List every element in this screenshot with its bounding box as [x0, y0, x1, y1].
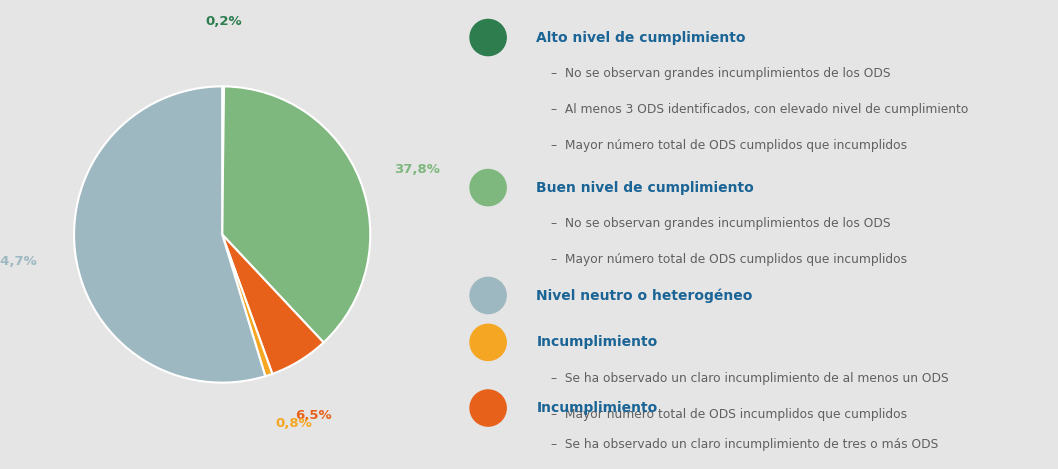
Text: –  No se observan grandes incumplimientos de los ODS: – No se observan grandes incumplimientos…: [551, 67, 891, 80]
Text: Nivel neutro o heterogéneo: Nivel neutro o heterogéneo: [536, 288, 752, 303]
Wedge shape: [222, 234, 324, 374]
Ellipse shape: [470, 390, 506, 426]
Text: Alto nivel de cumplimiento: Alto nivel de cumplimiento: [536, 30, 746, 45]
Wedge shape: [222, 86, 224, 234]
Text: 0,8%: 0,8%: [275, 417, 312, 430]
Text: Incumplimiento: Incumplimiento: [536, 335, 658, 349]
Text: –  Mayor número total de ODS incumplidos que cumplidos: – Mayor número total de ODS incumplidos …: [551, 408, 908, 421]
Ellipse shape: [470, 19, 506, 56]
Text: Incumplimiento: Incumplimiento: [536, 401, 658, 415]
Text: –  Mayor número total de ODS cumplidos que incumplidos: – Mayor número total de ODS cumplidos qu…: [551, 253, 908, 266]
Ellipse shape: [470, 169, 506, 206]
Text: 37,8%: 37,8%: [395, 163, 440, 175]
Text: –  No se observan grandes incumplimientos de los ODS: – No se observan grandes incumplimientos…: [551, 217, 891, 230]
Ellipse shape: [470, 277, 506, 314]
Ellipse shape: [470, 324, 506, 361]
Text: –  Al menos 3 ODS identificados, con elevado nivel de cumplimiento: – Al menos 3 ODS identificados, con elev…: [551, 103, 969, 116]
Text: 6,5%: 6,5%: [295, 409, 332, 422]
Text: –  Se ha observado un claro incumplimiento de tres o más ODS: – Se ha observado un claro incumplimient…: [551, 438, 938, 451]
Wedge shape: [74, 86, 266, 383]
Text: –  Mayor número total de ODS cumplidos que incumplidos: – Mayor número total de ODS cumplidos qu…: [551, 139, 908, 152]
Text: Buen nivel de cumplimiento: Buen nivel de cumplimiento: [536, 181, 754, 195]
Text: 0,2%: 0,2%: [205, 15, 241, 28]
Text: –  Se ha observado un claro incumplimiento de al menos un ODS: – Se ha observado un claro incumplimient…: [551, 372, 949, 385]
Wedge shape: [222, 86, 370, 342]
Text: 54,7%: 54,7%: [0, 255, 37, 268]
Wedge shape: [222, 234, 272, 376]
